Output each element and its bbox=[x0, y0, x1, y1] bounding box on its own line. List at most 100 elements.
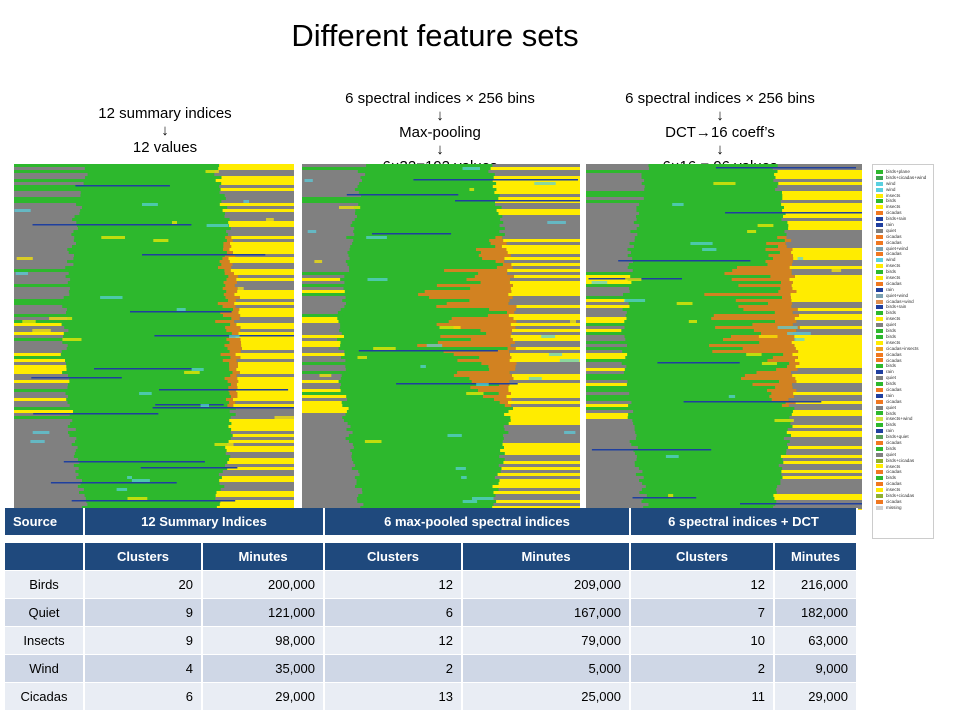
down-arrow-icon: ↓ bbox=[716, 107, 724, 124]
legend-label: insects bbox=[886, 192, 901, 198]
legend-label: insects bbox=[886, 263, 901, 269]
legend-swatch bbox=[876, 264, 883, 269]
cell: 5,000 bbox=[463, 655, 631, 682]
table-row: Insects 9 98,000 12 79,000 10 63,000 bbox=[5, 627, 858, 654]
legend-swatch bbox=[876, 217, 883, 222]
legend-label: insects bbox=[886, 275, 901, 281]
legend-swatch bbox=[876, 334, 883, 339]
legend-swatch bbox=[876, 211, 883, 216]
legend-swatch bbox=[876, 258, 883, 263]
legend-label: wind bbox=[886, 186, 896, 192]
legend-item: quiet bbox=[876, 322, 930, 328]
legend-item: cicadas bbox=[876, 234, 930, 240]
legend-item: birds bbox=[876, 446, 930, 452]
legend-label: quiet bbox=[886, 404, 896, 410]
legend-swatch bbox=[876, 488, 883, 493]
cell: 200,000 bbox=[203, 571, 325, 598]
column-header: Minutes bbox=[775, 543, 858, 570]
cell: 9 bbox=[85, 599, 203, 626]
legend-label: birds+cicadas+wind bbox=[886, 174, 927, 180]
legend-label: birds bbox=[886, 269, 896, 275]
caption-line-2: Max-pooling bbox=[399, 124, 481, 141]
legend-swatch bbox=[876, 299, 883, 304]
legend-item: quiet bbox=[876, 405, 930, 411]
legend-swatch bbox=[876, 305, 883, 310]
slide-title: Different feature sets bbox=[291, 18, 579, 53]
legend-swatch bbox=[876, 505, 883, 510]
cell: 35,000 bbox=[203, 655, 325, 682]
legend-item: birds+cicadas bbox=[876, 458, 930, 464]
legend-item: birds bbox=[876, 411, 930, 417]
legend-label: birds bbox=[886, 410, 896, 416]
cell: 13 bbox=[325, 683, 463, 710]
legend-swatch bbox=[876, 340, 883, 345]
legend-label: cicadas+insects bbox=[886, 345, 919, 351]
legend-item: birds+rain bbox=[876, 216, 930, 222]
cluster-plot-svg bbox=[586, 164, 862, 510]
cell: 12 bbox=[325, 627, 463, 654]
cell: 6 bbox=[85, 683, 203, 710]
legend-swatch bbox=[876, 293, 883, 298]
legend-item: quiet+wind bbox=[876, 246, 930, 252]
legend-label: birds bbox=[886, 422, 896, 428]
legend-label: quiet bbox=[886, 322, 896, 328]
legend-swatch bbox=[876, 228, 883, 233]
legend-item: wind bbox=[876, 257, 930, 263]
legend-item: birds+rain bbox=[876, 304, 930, 310]
legend-label: birds+rain bbox=[886, 304, 907, 310]
legend-swatch bbox=[876, 311, 883, 316]
legend-item: cicadas bbox=[876, 399, 930, 405]
legend-item: birds bbox=[876, 422, 930, 428]
cell: 12 bbox=[631, 571, 775, 598]
results-table: Source 12 Summary Indices 6 max-pooled s… bbox=[5, 507, 858, 711]
caption-line-2: 12 values bbox=[132, 139, 198, 156]
legend-swatch bbox=[876, 382, 883, 386]
legend-swatch bbox=[876, 364, 883, 369]
legend-label: rain bbox=[886, 222, 894, 228]
group-header: 12 Summary Indices bbox=[85, 508, 325, 535]
legend-item: quiet bbox=[876, 375, 930, 381]
column-header: Clusters bbox=[325, 543, 463, 570]
legend-label: birds bbox=[886, 310, 896, 316]
legend-swatch bbox=[876, 499, 883, 504]
legend-item: cicadas bbox=[876, 499, 930, 505]
down-arrow-icon: ↓ bbox=[436, 107, 444, 124]
caption-dct: 6 spectral indices × 256 bins ↓ DCT→16 c… bbox=[580, 90, 860, 175]
column-header: Minutes bbox=[203, 543, 325, 570]
legend-item: insects bbox=[876, 316, 930, 322]
legend-item: rain bbox=[876, 287, 930, 293]
legend-item: insects bbox=[876, 193, 930, 199]
row-label: Quiet bbox=[5, 599, 85, 626]
legend-item: insects bbox=[876, 487, 930, 493]
legend-label: cicadas bbox=[886, 210, 902, 216]
legend-item: quiet+wind bbox=[876, 293, 930, 299]
legend-swatch bbox=[876, 281, 883, 286]
column-header: Minutes bbox=[463, 543, 631, 570]
legend-swatch bbox=[876, 417, 883, 422]
legend-swatch bbox=[876, 323, 883, 328]
legend-label: cicadas+wind bbox=[886, 298, 914, 304]
cell: 167,000 bbox=[463, 599, 631, 626]
legend-item: wind bbox=[876, 187, 930, 193]
blank-header-cell bbox=[5, 543, 85, 570]
legend-label: rain bbox=[886, 428, 894, 434]
legend-label: birds bbox=[886, 381, 896, 387]
cell: 2 bbox=[631, 655, 775, 682]
legend-swatch bbox=[876, 464, 883, 469]
legend-swatch bbox=[876, 376, 883, 381]
cell: 79,000 bbox=[463, 627, 631, 654]
legend-swatch bbox=[876, 175, 883, 180]
legend-swatch bbox=[876, 234, 883, 239]
cell: 6 bbox=[325, 599, 463, 626]
cell: 25,000 bbox=[463, 683, 631, 710]
legend-item: birds bbox=[876, 310, 930, 316]
cell: 209,000 bbox=[463, 571, 631, 598]
legend-item: cicadas bbox=[876, 481, 930, 487]
legend-item: birds bbox=[876, 198, 930, 204]
cell: 63,000 bbox=[775, 627, 858, 654]
legend-swatch bbox=[876, 411, 883, 416]
legend-label: insects bbox=[886, 204, 901, 210]
table-sub-header: Clusters Minutes Clusters Minutes Cluste… bbox=[5, 543, 858, 570]
legend-item: quiet bbox=[876, 452, 930, 458]
down-arrow-icon: ↓ bbox=[436, 141, 444, 158]
